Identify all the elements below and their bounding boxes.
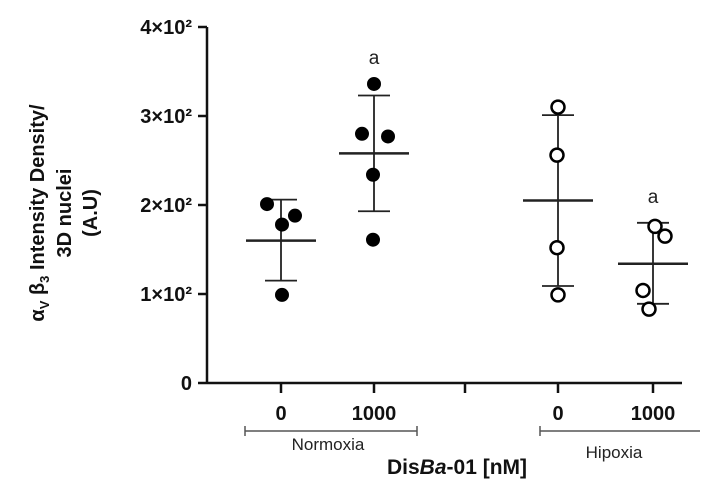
filled-data-point: [367, 76, 381, 91]
alpha-symbol: α: [27, 309, 49, 322]
significance-annotation: a: [369, 48, 380, 69]
y-tick-label: 4×10²: [140, 17, 192, 39]
x-axis-label-italic: Ba: [420, 456, 447, 479]
beta-symbol: β: [27, 283, 49, 295]
y-tick-label: 2×10²: [140, 195, 192, 217]
x-ticks: 0 1000 0 1000: [275, 383, 675, 425]
y-axis-label: αV β3 Intensity Density/ 3D nuclei (A.U): [27, 104, 102, 322]
y-axis-label-line3: (A.U): [80, 189, 102, 237]
filled-data-point: [366, 167, 380, 182]
filled-data-point: [381, 129, 395, 144]
y-axis-label-line1: αV β3 Intensity Density/: [27, 104, 52, 322]
x-tick-label: 1000: [352, 403, 397, 425]
y-axis-label-line2: 3D nuclei: [54, 169, 76, 258]
y-ticks: 0 1×10² 2×10² 3×10² 4×10²: [140, 17, 207, 395]
filled-data-point: [355, 126, 369, 141]
group-label: Hipoxia: [586, 443, 643, 462]
error-bars: [246, 94, 688, 305]
open-data-point: [549, 239, 565, 256]
x-tick-label: 1000: [631, 403, 676, 425]
subscript-3: 3: [37, 276, 52, 283]
filled-data-point: [366, 232, 380, 247]
x-tick-label: 0: [552, 403, 563, 425]
subscript-v: V: [37, 300, 52, 309]
open-data-point: [549, 147, 565, 163]
open-data-point: [550, 287, 566, 303]
filled-data-point: [275, 217, 289, 232]
significance-annotation: a: [648, 187, 659, 208]
group-brackets: Normoxia Hipoxia: [244, 426, 700, 462]
open-data-point: [641, 301, 657, 317]
annotations: aa: [369, 48, 659, 208]
data-points: [260, 76, 673, 317]
open-data-point: [550, 99, 566, 115]
filled-data-point: [288, 208, 302, 223]
x-axis-label-suffix: -01 [nM]: [447, 456, 528, 479]
x-axis-label: DisBa-01 [nM]: [387, 456, 527, 479]
filled-data-point: [260, 197, 274, 212]
y-tick-label: 0: [181, 373, 192, 395]
y-tick-label: 3×10²: [140, 106, 192, 128]
open-data-point: [635, 282, 651, 299]
y-tick-label: 1×10²: [140, 284, 192, 306]
x-axis-label-prefix: Dis: [387, 456, 420, 479]
open-data-point: [647, 218, 663, 235]
open-data-point: [657, 228, 673, 244]
group-label: Normoxia: [292, 435, 365, 454]
filled-data-point: [275, 287, 289, 302]
x-tick-label: 0: [275, 403, 286, 425]
y-label-rest: Intensity Density/: [27, 104, 49, 270]
